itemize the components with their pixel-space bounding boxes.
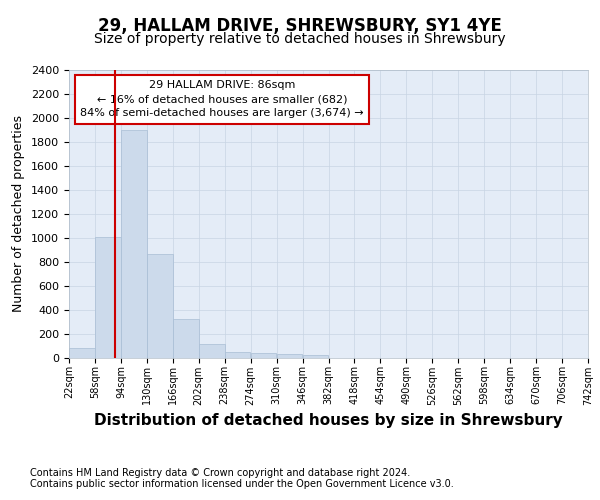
Bar	[173, 319, 199, 358]
Text: 29, HALLAM DRIVE, SHREWSBURY, SY1 4YE: 29, HALLAM DRIVE, SHREWSBURY, SY1 4YE	[98, 18, 502, 36]
Y-axis label: Number of detached properties: Number of detached properties	[13, 116, 25, 312]
Bar	[277, 354, 302, 358]
Bar	[121, 130, 146, 358]
Bar	[147, 254, 173, 358]
Text: Contains public sector information licensed under the Open Government Licence v3: Contains public sector information licen…	[30, 479, 454, 489]
Bar	[251, 352, 277, 358]
Bar	[303, 355, 328, 358]
Bar	[225, 352, 250, 358]
Text: Distribution of detached houses by size in Shrewsbury: Distribution of detached houses by size …	[94, 412, 563, 428]
Bar	[69, 348, 95, 358]
Text: 29 HALLAM DRIVE: 86sqm
← 16% of detached houses are smaller (682)
84% of semi-de: 29 HALLAM DRIVE: 86sqm ← 16% of detached…	[80, 80, 364, 118]
Bar	[95, 236, 121, 358]
Text: Contains HM Land Registry data © Crown copyright and database right 2024.: Contains HM Land Registry data © Crown c…	[30, 468, 410, 477]
Text: Size of property relative to detached houses in Shrewsbury: Size of property relative to detached ho…	[94, 32, 506, 46]
Bar	[199, 344, 224, 358]
